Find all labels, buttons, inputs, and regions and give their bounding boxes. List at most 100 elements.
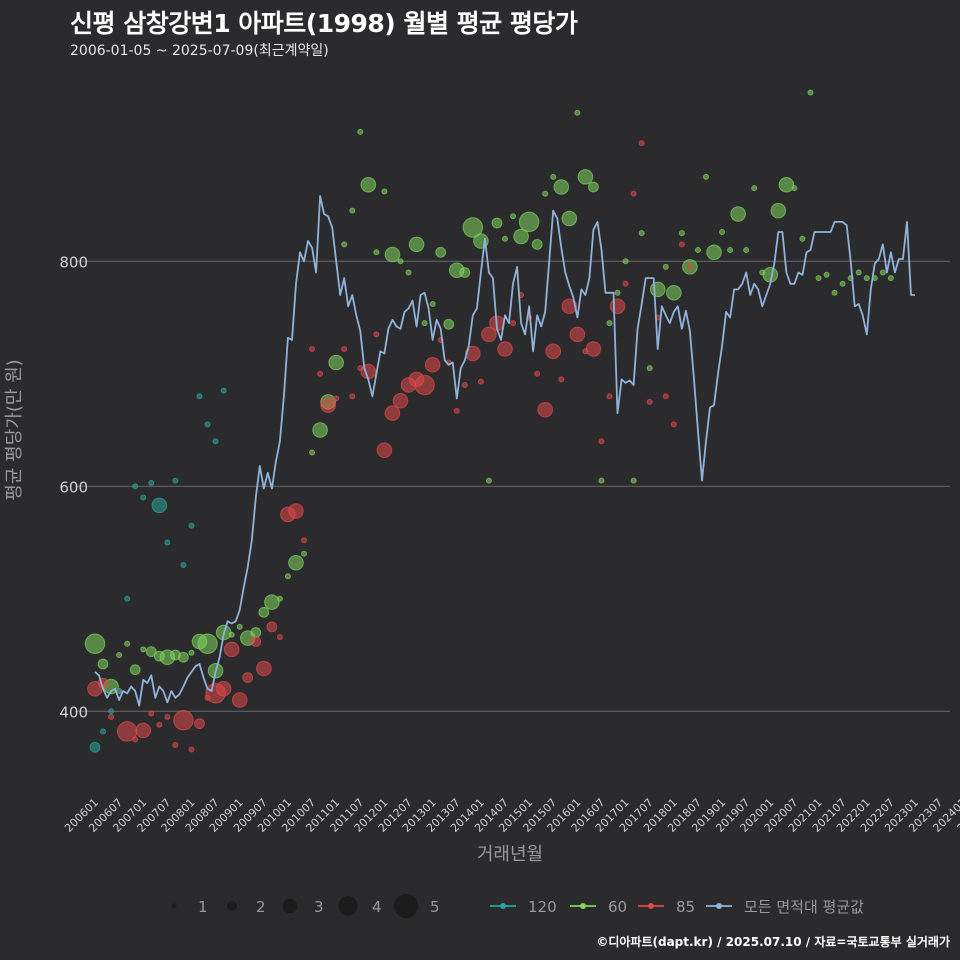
point-60 xyxy=(702,173,709,180)
point-60 xyxy=(863,275,870,282)
point-60 xyxy=(706,244,722,261)
point-120 xyxy=(124,595,131,602)
point-60 xyxy=(435,246,447,258)
point-85 xyxy=(349,393,356,400)
point-85 xyxy=(609,298,626,315)
legend-dot-60 xyxy=(580,903,586,909)
point-60 xyxy=(381,188,388,195)
point-60 xyxy=(553,179,570,195)
point-85 xyxy=(250,636,262,647)
scatter-points xyxy=(84,89,894,753)
point-60 xyxy=(502,235,508,242)
point-85 xyxy=(194,718,205,730)
point-60 xyxy=(815,275,822,282)
y-tick-label: 600 xyxy=(59,478,88,496)
point-85 xyxy=(333,395,340,402)
point-60 xyxy=(588,181,599,193)
average-line-group xyxy=(94,195,915,707)
point-60 xyxy=(309,449,316,456)
source-footer: ©디아파트(dapt.kr) / 2025.07.10 / 자료=국토교통부 실… xyxy=(596,935,950,949)
point-60 xyxy=(258,606,270,618)
y-tick-labels: 400 600 800 xyxy=(59,253,88,721)
legend-size-key xyxy=(227,901,237,911)
point-85 xyxy=(108,713,115,720)
point-60 xyxy=(510,213,517,220)
point-85 xyxy=(481,326,497,343)
legend-size-label: 1 xyxy=(198,898,208,916)
point-85 xyxy=(646,398,653,405)
legend-label-avg: 모든 면적대 평균값 xyxy=(744,898,864,916)
y-axis-label: 평균 평당가(만 원) xyxy=(4,359,25,500)
legend-size-label: 4 xyxy=(372,898,382,916)
point-60 xyxy=(360,176,377,193)
point-60 xyxy=(421,320,428,327)
y-tick-label: 400 xyxy=(59,703,88,721)
point-60 xyxy=(349,207,356,214)
point-60 xyxy=(312,422,328,438)
point-85 xyxy=(135,722,152,739)
point-85 xyxy=(301,537,308,544)
point-85 xyxy=(164,713,171,720)
point-60 xyxy=(807,89,814,96)
legend-size-key xyxy=(171,903,177,909)
point-60 xyxy=(743,247,750,253)
point-85 xyxy=(598,438,605,445)
point-60 xyxy=(236,623,243,630)
point-60 xyxy=(129,664,141,676)
point-85 xyxy=(256,660,272,677)
legend-label-120: 120 xyxy=(528,898,557,916)
point-60 xyxy=(531,238,543,250)
legend-size-key xyxy=(393,893,419,919)
point-60 xyxy=(250,627,262,638)
point-60 xyxy=(116,652,123,658)
point-60 xyxy=(831,289,838,296)
point-85 xyxy=(276,634,283,640)
legend-label-60: 60 xyxy=(608,898,627,916)
point-60 xyxy=(228,631,235,638)
point-60 xyxy=(197,633,218,654)
legend-dot-avg xyxy=(716,903,722,909)
point-85 xyxy=(606,393,613,400)
point-60 xyxy=(646,365,653,372)
point-60 xyxy=(606,320,613,327)
point-85 xyxy=(630,190,637,197)
point-85 xyxy=(686,263,693,270)
point-60 xyxy=(397,258,404,265)
chart-subtitle: 2006-01-05 ~ 2025-07-09(최근계약일) xyxy=(70,43,329,59)
point-85 xyxy=(309,346,316,352)
point-85 xyxy=(373,331,380,338)
point-120 xyxy=(164,539,171,546)
point-60 xyxy=(140,646,147,653)
point-85 xyxy=(662,393,669,400)
point-120 xyxy=(108,708,115,715)
point-85 xyxy=(465,345,481,362)
point-60 xyxy=(879,269,886,276)
point-60 xyxy=(598,477,605,484)
point-60 xyxy=(264,594,280,610)
point-60 xyxy=(341,241,348,248)
legend-label-85: 85 xyxy=(676,898,695,916)
point-60 xyxy=(823,271,830,278)
point-60 xyxy=(855,269,862,276)
legend: 1 2 3 4 5 120 60 85 모든 면적대 평균값 xyxy=(171,893,864,919)
point-60 xyxy=(550,173,557,180)
point-85 xyxy=(461,382,468,388)
point-120 xyxy=(140,494,147,501)
chart-title: 신평 삼창강변1 아파트(1998) 월별 평균 평당가 xyxy=(70,9,578,38)
point-85 xyxy=(317,370,324,377)
point-85 xyxy=(678,241,685,248)
point-120 xyxy=(196,393,203,400)
point-120 xyxy=(132,483,139,490)
point-60 xyxy=(384,246,401,263)
point-120 xyxy=(204,421,211,428)
point-60 xyxy=(638,230,645,237)
point-120 xyxy=(172,477,179,484)
point-60 xyxy=(649,281,666,298)
point-85 xyxy=(156,721,163,728)
point-85 xyxy=(384,405,401,421)
legend-size-key xyxy=(338,896,358,916)
point-60 xyxy=(145,646,157,658)
legend-dot-120 xyxy=(500,903,506,909)
point-60 xyxy=(719,229,726,235)
